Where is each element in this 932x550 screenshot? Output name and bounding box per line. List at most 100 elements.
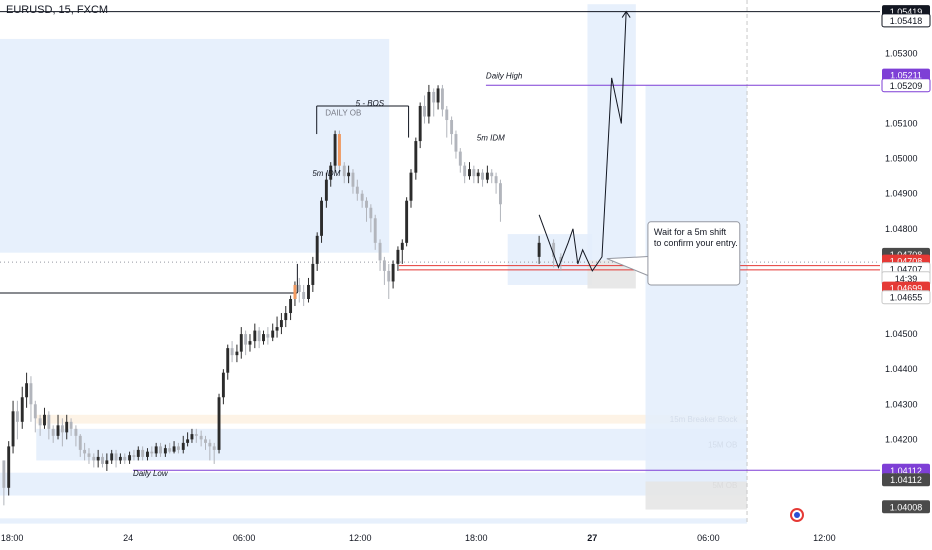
candle-body xyxy=(297,284,301,292)
candle-body xyxy=(262,334,265,342)
candle-body xyxy=(128,455,132,461)
candle-body xyxy=(552,242,556,257)
candle-body xyxy=(537,242,541,257)
candle-body xyxy=(396,249,400,264)
candle-body xyxy=(387,270,391,282)
candle-body xyxy=(181,442,185,450)
price-tag-label: 1.05211 xyxy=(890,71,922,81)
candle-body xyxy=(7,446,11,488)
candle-body xyxy=(391,263,395,282)
candle-body xyxy=(463,165,467,177)
candle-body xyxy=(33,404,37,419)
candle-body xyxy=(490,172,494,177)
daily-high-line-label: Daily High xyxy=(486,72,523,81)
levels-layer: Daily High Daily Low 5 - BOS xyxy=(0,11,880,478)
price-tick-label: 1.04500 xyxy=(885,329,918,339)
bos-line-label: 5 - BOS xyxy=(356,99,385,108)
candle-body xyxy=(450,120,454,135)
candle-body xyxy=(400,242,404,250)
5m-idm-left-label: 5m IDM xyxy=(312,169,340,178)
candle-body xyxy=(414,141,418,173)
candle-body xyxy=(2,460,6,488)
candle-body xyxy=(432,91,436,103)
candle-body xyxy=(440,88,444,110)
candle-body-highlight xyxy=(337,134,341,166)
candle-body xyxy=(257,330,261,342)
projection-lower-zone xyxy=(645,481,748,510)
candle-body xyxy=(194,434,198,436)
price-tick-label: 1.05000 xyxy=(885,154,918,164)
candle-body xyxy=(485,172,489,180)
candle-body xyxy=(302,291,306,299)
candle-body xyxy=(235,351,239,356)
candle-body xyxy=(373,218,377,243)
candle-body xyxy=(123,456,127,461)
candle-body xyxy=(212,446,216,450)
candle-body xyxy=(324,179,328,201)
candle-body xyxy=(342,165,346,177)
candle-body xyxy=(101,456,104,464)
candle-body xyxy=(311,263,315,285)
candle-body xyxy=(307,284,310,299)
candle-body xyxy=(494,176,498,184)
time-tick-label: 06:00 xyxy=(233,533,256,543)
candle-body xyxy=(427,91,431,117)
candle-body xyxy=(114,453,118,461)
price-tag-label: 1.05209 xyxy=(890,81,923,91)
candle-body xyxy=(239,334,243,352)
price-tag-bg xyxy=(881,13,931,28)
candles-layer xyxy=(2,84,563,506)
candle-body xyxy=(423,105,426,117)
symbol-header: EURUSD, 15, FXCM xyxy=(6,4,108,16)
zones-layer: DAILY OB15m Breaker Block15M OB5M OB xyxy=(0,4,748,524)
candle-body xyxy=(186,439,190,443)
price-tick-label: 1.04900 xyxy=(885,189,918,199)
candle-body xyxy=(78,435,82,450)
time-tick-label: 12:00 xyxy=(813,533,836,543)
time-tick-label: 06:00 xyxy=(697,533,720,543)
candle-body xyxy=(87,453,91,457)
candle-body xyxy=(20,397,24,422)
candle-body xyxy=(96,456,100,461)
candle-body xyxy=(172,446,176,452)
candle-body xyxy=(38,418,42,426)
candle-body xyxy=(472,169,476,177)
candle-body xyxy=(369,207,373,219)
candle-body xyxy=(65,421,69,433)
replay-button[interactable] xyxy=(790,508,804,522)
price-tick-label: 1.04300 xyxy=(885,399,918,409)
candle-body xyxy=(118,456,122,461)
candle-body xyxy=(25,383,29,398)
time-axis-bg xyxy=(0,525,880,550)
bottom-strip-zone xyxy=(0,518,748,524)
time-tick-label: 12:00 xyxy=(349,533,372,543)
candle-body xyxy=(74,428,78,436)
symbol-title: EURUSD, 15, FXCM xyxy=(6,4,109,16)
time-tick-label: 18:00 xyxy=(465,533,488,543)
daily-ob-zone-label: DAILY OB xyxy=(325,109,361,118)
time-tick-label: 24 xyxy=(123,533,133,543)
candle-body xyxy=(360,193,364,201)
candle-body xyxy=(355,186,359,194)
candle-body xyxy=(60,425,64,433)
price-tag-bg xyxy=(881,78,931,93)
candle-body xyxy=(226,348,230,373)
price-tag-label: 1.04112 xyxy=(890,466,922,476)
callout-text-line: Wait for a 5m shift xyxy=(654,227,727,237)
price-tag-label: 1.05419 xyxy=(890,7,923,17)
candle-body xyxy=(365,200,368,208)
candle-body xyxy=(405,200,409,243)
price-tick-label: 1.04200 xyxy=(885,434,918,444)
candle-body xyxy=(248,341,252,345)
candle-body xyxy=(141,449,145,457)
callout-box xyxy=(647,221,741,286)
candle-body xyxy=(110,453,114,461)
candle-body xyxy=(320,200,323,236)
candle-body xyxy=(559,256,563,263)
callout-text-line: to confirm your entry. xyxy=(654,238,738,248)
candle-body xyxy=(159,446,162,454)
candle-body xyxy=(132,455,136,457)
price-tag-label: 14:39 xyxy=(895,274,918,284)
